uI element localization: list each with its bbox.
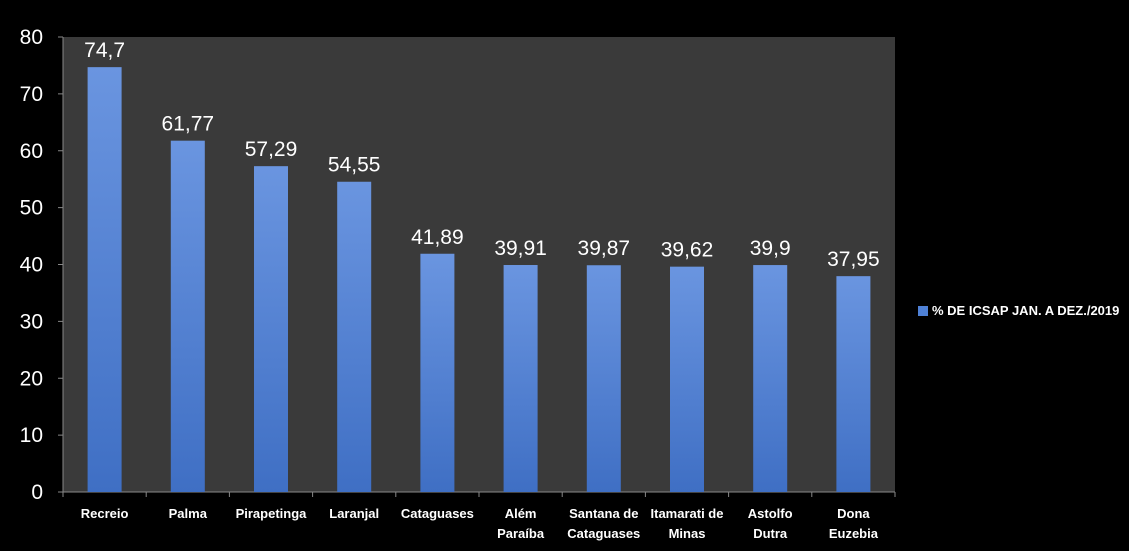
x-tick-label-line: Santana de xyxy=(569,506,638,521)
data-label: 37,95 xyxy=(827,248,880,271)
x-tick-label: Astolfo Dutra xyxy=(748,506,793,541)
bar xyxy=(337,181,372,492)
x-tick-label: Pirapetinga xyxy=(236,506,308,521)
x-tick-label-line: Além xyxy=(505,506,537,521)
x-tick-label-line: Euzebia xyxy=(829,526,879,541)
y-tick-label: 0 xyxy=(31,481,43,504)
x-tick-label-line: Cataguases xyxy=(401,506,474,521)
bars xyxy=(87,67,871,493)
data-label: 41,89 xyxy=(411,226,464,249)
bar xyxy=(503,265,538,492)
data-label: 39,87 xyxy=(578,237,631,260)
x-tick-label: Santana de Cataguases xyxy=(567,506,640,541)
y-tick-label: 70 xyxy=(20,83,43,106)
bar xyxy=(420,253,455,492)
bar xyxy=(753,265,788,492)
bar xyxy=(254,166,288,492)
y-tick-label: 20 xyxy=(20,367,43,390)
data-label: 39,91 xyxy=(494,237,547,260)
y-tick-label: 40 xyxy=(20,254,43,277)
x-tick-label: Recreio xyxy=(81,506,129,521)
x-tick-label-line: Astolfo xyxy=(748,506,793,521)
data-label: 54,55 xyxy=(328,154,381,177)
x-tick-label-line: Recreio xyxy=(81,506,129,521)
x-tick-label: Itamarati de Minas xyxy=(651,506,724,541)
data-label: 74,7 xyxy=(84,39,125,62)
legend: % DE ICSAP JAN. A DEZ./2019 xyxy=(918,303,1119,318)
data-label: 39,9 xyxy=(750,237,791,260)
bar xyxy=(586,265,621,492)
x-tick-label: Palma xyxy=(169,506,208,521)
data-label: 39,62 xyxy=(661,239,714,262)
y-tick-label: 50 xyxy=(20,197,43,220)
bar xyxy=(170,140,205,493)
x-tick-label-line: Paraíba xyxy=(497,526,545,541)
x-tick-label-line: Minas xyxy=(669,526,706,541)
x-tick-label-line: Palma xyxy=(169,506,208,521)
x-tick-label: Além Paraíba xyxy=(497,506,545,541)
y-axis: 0 10 20 30 40 50 60 70 80 xyxy=(20,26,64,504)
y-tick-label: 80 xyxy=(20,26,43,49)
legend-label: % DE ICSAP JAN. A DEZ./2019 xyxy=(932,303,1120,318)
x-tick-label: Cataguases xyxy=(401,506,474,521)
bar xyxy=(87,67,122,493)
x-tick-label-line: Pirapetinga xyxy=(236,506,308,521)
y-tick-label: 10 xyxy=(20,424,43,447)
x-tick-label-line: Dona xyxy=(837,506,870,521)
x-tick-label-line: Laranjal xyxy=(329,506,379,521)
x-tick-label: Dona Euzebia xyxy=(829,506,879,541)
bar xyxy=(836,276,871,492)
data-labels: 74,7 61,77 57,29 54,55 41,89 39,91 39,87 39,62 3… xyxy=(84,39,880,271)
bar xyxy=(670,266,704,492)
x-tick-label: Laranjal xyxy=(329,506,379,521)
x-axis: Recreio Palma Pirapetinga Laranjal Cataguase… xyxy=(62,491,896,541)
data-label: 61,77 xyxy=(162,113,215,136)
y-tick-label: 60 xyxy=(20,140,43,163)
x-tick-label-line: Itamarati de xyxy=(651,506,724,521)
data-label: 57,29 xyxy=(245,138,298,161)
legend-swatch xyxy=(918,305,928,316)
x-tick-label-line: Dutra xyxy=(753,526,788,541)
y-tick-label: 30 xyxy=(20,310,43,333)
x-tick-label-line: Cataguases xyxy=(567,526,640,541)
